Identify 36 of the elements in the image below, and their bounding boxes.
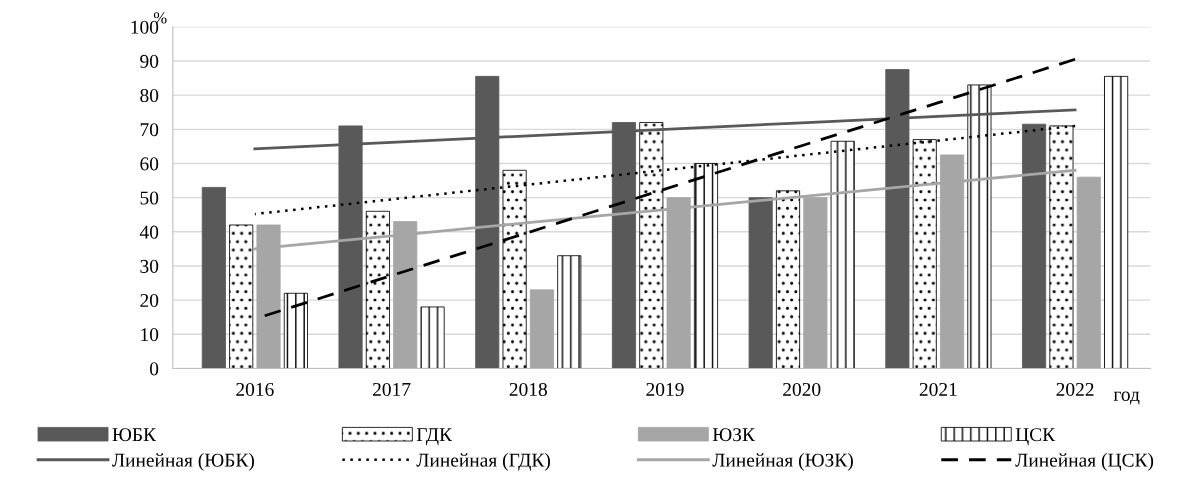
legend-label: ЦСК: [1015, 428, 1056, 446]
y-tick-label: 90: [140, 54, 159, 68]
x-tick-label: 2016: [236, 382, 274, 397]
x-tick-label: 2017: [372, 382, 411, 397]
legend-label: Линейная (ЦСК): [1015, 453, 1154, 471]
bar: [1022, 123, 1047, 369]
legend-label: ГДК: [416, 428, 453, 446]
legend-label: Линейная (ГДК): [416, 453, 550, 471]
y-tick-label: 20: [140, 293, 159, 308]
bar: [748, 197, 773, 369]
x-tick-label: 2018: [509, 382, 547, 397]
legend-label: Линейная (ЮБК): [112, 453, 255, 471]
bar: [1076, 176, 1101, 369]
bar: [529, 289, 554, 369]
legend-label: ЮЗК: [712, 428, 756, 442]
bar: [229, 224, 254, 369]
x-tick-label: 2021: [919, 382, 957, 397]
bar: [201, 186, 226, 369]
x-tick-label: 2019: [646, 382, 684, 397]
bar: [1104, 75, 1129, 369]
y-tick-label: 70: [140, 123, 159, 137]
bar: [775, 190, 801, 369]
legend-label: Линейная (ЮЗК): [712, 453, 853, 471]
x-tick-label: 2020: [783, 382, 821, 397]
y-tick-label: 10: [141, 328, 159, 342]
y-tick-label: 40: [139, 225, 159, 239]
bar: [420, 306, 445, 369]
x-axis-title: год: [1113, 391, 1140, 405]
y-tick-label: 0: [149, 362, 159, 376]
x-tick-label: 2022: [1056, 382, 1094, 397]
legend-label: ЮБК: [112, 428, 157, 442]
y-tick-label: 60: [140, 157, 159, 171]
y-tick-label: 80: [140, 88, 159, 103]
bar: [557, 255, 582, 369]
y-tick-label: 50: [140, 191, 159, 205]
y-tick-label: 30: [140, 259, 159, 273]
